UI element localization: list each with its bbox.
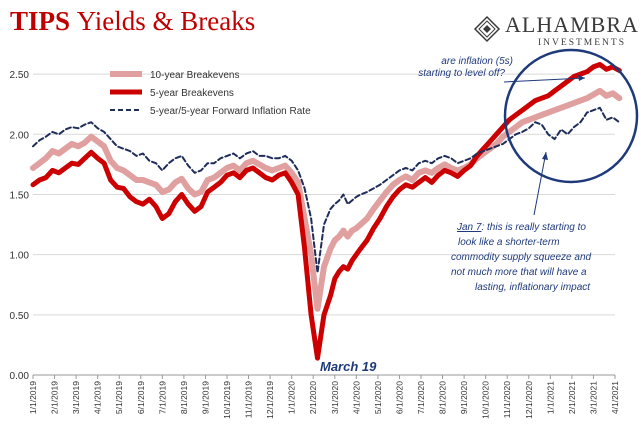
y-tick-label: 2.00 [10, 130, 30, 141]
annotation-note-line-1: Jan 7: this is really starting to [456, 222, 586, 233]
x-tick-label: 4/1/2019 [93, 381, 103, 414]
annotation-note-2: look like a shorter-term [458, 237, 560, 248]
series-line-2 [30, 62, 622, 361]
legend-label-1: 10-year Breakevens [150, 70, 240, 81]
x-tick-label: 2/1/2019 [50, 381, 60, 414]
x-tick-label: 2/1/2021 [567, 381, 577, 414]
logo-name: ALHAMBRA [505, 12, 639, 37]
x-tick-label: 7/1/2019 [157, 381, 167, 414]
x-tick-label: 6/1/2019 [136, 381, 146, 414]
x-tick-label: 3/1/2019 [71, 381, 81, 414]
annotation-note-3: commodity supply squeeze and [451, 252, 592, 263]
x-tick-label: 1/1/2019 [28, 381, 38, 414]
annotation-top-1: are inflation (5s) [441, 56, 513, 67]
x-tick-label: 7/1/2020 [416, 381, 426, 414]
logo-sub: INVESTMENTS [538, 38, 626, 48]
x-tick-label: 2/1/2020 [308, 381, 318, 414]
title-rest: Yields & Breaks [76, 6, 256, 36]
annotation-march: March 19 [320, 359, 377, 374]
title-bold: TIPS [10, 6, 71, 36]
y-tick-label: 2.50 [10, 70, 30, 81]
annotation-note-head: Jan 7 [456, 222, 482, 233]
annotation-note-5: lasting, inflationary impact [475, 282, 591, 293]
x-tick-label: 3/1/2020 [330, 381, 340, 414]
x-tick-label: 4/1/2021 [610, 381, 620, 414]
x-tick-label: 12/1/2019 [265, 381, 275, 419]
x-tick-label: 8/1/2019 [179, 381, 189, 414]
annotation-note-4: not much more that will have a [451, 267, 587, 278]
chart-title: TIPS Yields & Breaks [10, 6, 255, 37]
annotation-arrow-top [503, 77, 586, 83]
x-tick-label: 10/1/2020 [481, 381, 491, 419]
logo-icon [473, 15, 501, 43]
x-tick-label: 9/1/2019 [200, 381, 210, 414]
y-tick-label: 0.50 [10, 311, 30, 322]
series-line-1 [30, 87, 623, 312]
x-tick-label: 9/1/2020 [459, 381, 469, 414]
annotation-top-2: starting to level off? [418, 68, 505, 79]
legend-label-3: 5-year/5-year Forward Inflation Rate [150, 106, 311, 117]
annotation-arrowhead-top [578, 75, 585, 81]
series-line-3 [32, 106, 621, 274]
y-tick-label: 0.00 [10, 371, 30, 382]
annotation-circle [503, 48, 639, 184]
x-tick-label: 10/1/2019 [222, 381, 232, 419]
x-tick-label: 1/1/2021 [545, 381, 555, 414]
x-tick-label: 12/1/2020 [524, 381, 534, 419]
annotation-arrowhead-note [542, 152, 548, 160]
x-tick-label: 5/1/2020 [373, 381, 383, 414]
x-tick-label: 8/1/2020 [438, 381, 448, 414]
x-tick-label: 1/1/2020 [287, 381, 297, 414]
annotation-note-1: : this is really starting to [481, 222, 586, 233]
annotation-arrow-note [533, 151, 547, 216]
x-tick-label: 6/1/2020 [394, 381, 404, 414]
x-tick-label: 5/1/2019 [114, 381, 124, 414]
x-tick-label: 4/1/2020 [351, 381, 361, 414]
y-tick-label: 1.00 [10, 251, 30, 262]
y-tick-label: 1.50 [10, 190, 30, 201]
x-tick-label: 3/1/2021 [588, 381, 598, 414]
x-tick-label: 11/1/2020 [502, 381, 512, 418]
legend-label-2: 5-year Breakevens [150, 88, 234, 99]
x-tick-label: 11/1/2019 [244, 381, 254, 418]
